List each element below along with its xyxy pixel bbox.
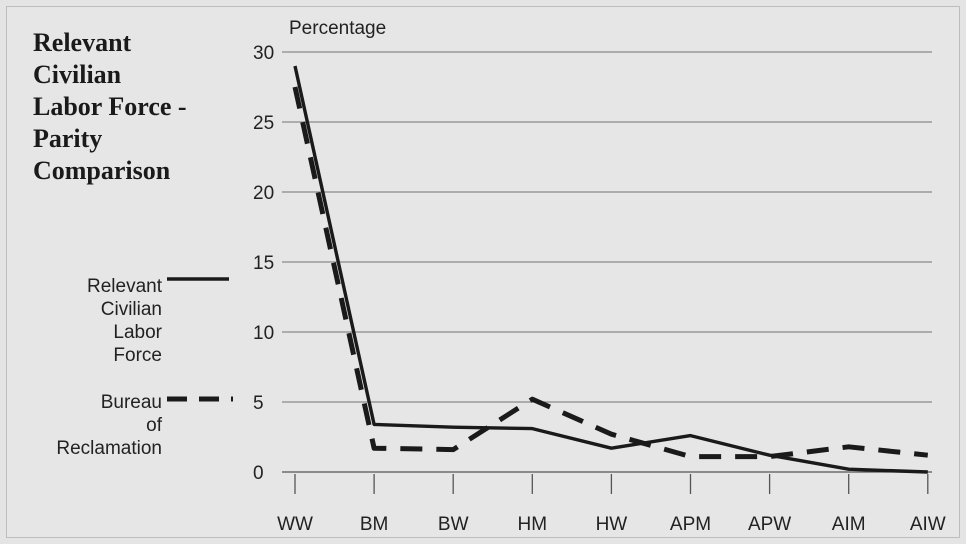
- x-tick-label-BW: BW: [438, 514, 469, 535]
- y-axis-label: Percentage: [289, 18, 386, 39]
- series-line-1: [292, 86, 929, 460]
- x-tick-label-APW: APW: [748, 514, 791, 535]
- line-chart: Percentage 0 5 10 15 20 25 30 WW BM BW HM HW APM APW A…: [167, 18, 946, 535]
- x-tick-label-HW: HW: [596, 514, 628, 535]
- x-tick-label-AIM: AIM: [832, 514, 866, 535]
- legend-label-labor-force: Relevant Civilian Labor Force: [87, 276, 162, 366]
- chart-title: Relevant Civilian Labor Force - Parity Compa…: [33, 28, 187, 185]
- y-tick-label-30: 30: [253, 43, 274, 64]
- y-tick-label-15: 15: [253, 253, 274, 274]
- x-tick-label-APM: APM: [670, 514, 711, 535]
- y-tick-label-10: 10: [253, 323, 274, 344]
- x-tick-label-AIW: AIW: [910, 514, 946, 535]
- legend-label-reclamation: Bureau of Reclamation: [56, 392, 162, 459]
- y-tick-label-0: 0: [253, 463, 264, 484]
- y-tick-label-5: 5: [253, 393, 264, 414]
- y-tick-label-20: 20: [253, 183, 274, 204]
- y-tick-label-25: 25: [253, 113, 274, 134]
- series-line-0: [293, 65, 928, 474]
- x-tick-label-HM: HM: [518, 514, 548, 535]
- chart-frame: Relevant Civilian Labor Force - Parity Compa…: [6, 6, 960, 538]
- x-tick-label-WW: WW: [277, 514, 313, 535]
- x-tick-label-BM: BM: [360, 514, 389, 535]
